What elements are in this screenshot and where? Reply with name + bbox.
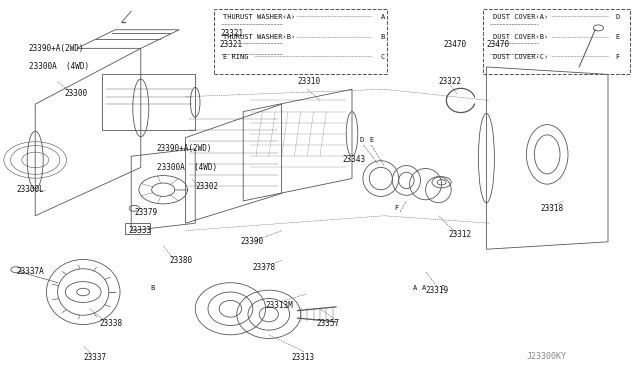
Bar — [483, 9, 630, 74]
Text: 23390+A(2WD): 23390+A(2WD) — [157, 144, 212, 153]
Text: 23321: 23321 — [221, 29, 244, 38]
Text: E RING: E RING — [223, 54, 248, 60]
Text: D: D — [360, 137, 364, 142]
Text: C: C — [381, 54, 385, 60]
Text: D: D — [616, 14, 620, 20]
Text: 23310: 23310 — [298, 77, 321, 86]
Text: F: F — [616, 54, 620, 60]
Text: 23337: 23337 — [83, 353, 106, 362]
Text: C: C — [441, 285, 445, 291]
Text: 23470: 23470 — [486, 40, 509, 49]
Text: F: F — [395, 205, 399, 211]
Text: 23380: 23380 — [170, 256, 193, 265]
Text: DUST COVER‹B›: DUST COVER‹B› — [493, 34, 548, 40]
Text: 23379: 23379 — [134, 208, 157, 217]
Text: 23302: 23302 — [195, 182, 218, 190]
Text: A: A — [381, 14, 385, 20]
Text: THURUST WASHER‹A›: THURUST WASHER‹A› — [223, 14, 295, 20]
Text: 23318: 23318 — [541, 204, 564, 213]
Text: 23357: 23357 — [317, 319, 340, 328]
Text: DUST COVER‹C›: DUST COVER‹C› — [493, 54, 548, 60]
Text: 23300A  (4WD): 23300A (4WD) — [157, 163, 217, 172]
Text: 23300A  (4WD): 23300A (4WD) — [29, 62, 89, 71]
Text: 23300: 23300 — [64, 89, 87, 97]
Bar — [125, 223, 150, 234]
Text: 23390: 23390 — [240, 237, 263, 246]
Text: DUST COVER‹A›: DUST COVER‹A› — [493, 14, 548, 20]
Text: 23300L: 23300L — [16, 185, 44, 194]
Text: THURUST WASHER‹B›: THURUST WASHER‹B› — [223, 34, 295, 40]
Text: 23312: 23312 — [448, 230, 471, 239]
Text: A: A — [413, 285, 417, 291]
Text: 23321: 23321 — [220, 40, 243, 49]
Text: E: E — [616, 34, 620, 40]
Text: 23470: 23470 — [444, 40, 467, 49]
Text: 23390+A(2WD): 23390+A(2WD) — [29, 44, 84, 53]
Text: A: A — [422, 285, 426, 291]
Text: 23322: 23322 — [438, 77, 461, 86]
Text: 23333: 23333 — [128, 226, 151, 235]
Text: 23343: 23343 — [342, 155, 365, 164]
Text: 23313M: 23313M — [266, 301, 293, 310]
Text: 23337A: 23337A — [16, 267, 44, 276]
Text: 23319: 23319 — [426, 286, 449, 295]
Text: B: B — [381, 34, 385, 40]
Text: 23378: 23378 — [253, 263, 276, 272]
Bar — [214, 9, 387, 74]
Text: 23313: 23313 — [291, 353, 314, 362]
Text: J23300KY: J23300KY — [526, 352, 566, 361]
Text: E: E — [369, 137, 373, 142]
Text: 23338: 23338 — [99, 319, 122, 328]
Text: B: B — [150, 285, 154, 291]
